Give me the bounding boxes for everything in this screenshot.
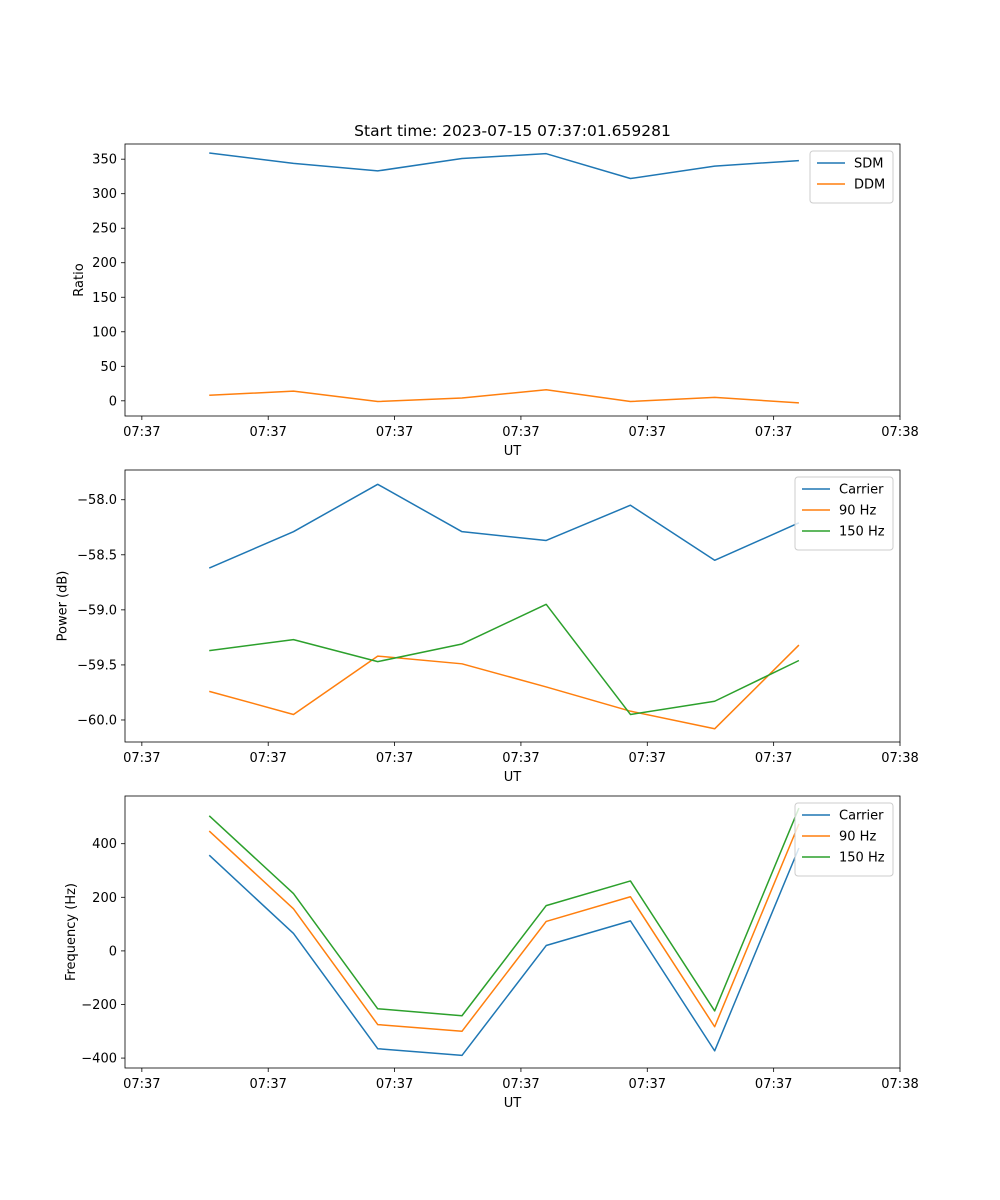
chart1-ylabel: Ratio [72, 263, 87, 296]
chart3-xtick-label: 07:38 [881, 1077, 918, 1092]
chart3-ytick-label: 200 [92, 891, 117, 906]
chart1-ytick-label: 350 [92, 153, 117, 168]
chart2-ytick-label: −58.0 [77, 493, 117, 508]
chart1-ytick-label: 100 [92, 325, 117, 340]
chart1-legend-label: DDM [854, 178, 885, 193]
chart1-ytick-label: 50 [100, 360, 117, 375]
chart2-xtick-label: 07:37 [376, 751, 413, 766]
chart1-series-ddm [209, 389, 799, 404]
chart1-xlabel: UT [504, 444, 522, 459]
chart2-series-carrier [208, 483, 800, 569]
chart1-xtick-label: 07:37 [376, 425, 413, 440]
chart2-xtick-label: 07:37 [629, 751, 666, 766]
chart3-ytick-label: 0 [109, 944, 117, 959]
chart2-axes-frame [124, 469, 901, 743]
chart1-series-sdm [209, 152, 799, 180]
chart2-ylabel: Power (dB) [56, 571, 71, 642]
chart2-panel: 07:37 07:37 07:37 07:37 07:37 07:37 07:38 −60.0… [56, 469, 919, 785]
chart2-legend-label: 90 Hz [839, 504, 876, 519]
chart3-series-150-hz [208, 807, 800, 1017]
chart1-panel: 07:37 07:37 07:37 07:37 07:37 07:37 07:38 0 50 10… [72, 143, 919, 459]
chart2-ytick-label: −60.0 [77, 713, 117, 728]
chart3-ylabel: Frequency (Hz) [64, 883, 79, 981]
chart1-xtick-label: 07:38 [881, 425, 918, 440]
chart1-ytick-label: 200 [92, 256, 117, 271]
chart2-xtick-label: 07:37 [249, 751, 286, 766]
chart3-ytick-label: 400 [92, 837, 117, 852]
chart2-xtick-label: 07:37 [502, 751, 539, 766]
chart2-legend-label: 150 Hz [839, 525, 885, 540]
chart2-legend-label: Carrier [839, 483, 884, 498]
chart2-ytick-label: −58.5 [77, 548, 117, 563]
chart3-xtick-label: 07:37 [629, 1077, 666, 1092]
chart1-legend: SDM DDM [809, 150, 894, 204]
chart1-ytick-label: 0 [109, 394, 117, 409]
chart3-panel: 07:37 07:37 07:37 07:37 07:37 07:37 07:38 −400 −… [64, 795, 919, 1111]
chart2-xtick-label: 07:37 [755, 751, 792, 766]
chart3-legend: Carrier 90 Hz 150 Hz [794, 802, 894, 877]
chart1-xtick-label: 07:37 [123, 425, 160, 440]
chart2-legend: Carrier 90 Hz 150 Hz [794, 476, 894, 551]
chart3-ytick-label: −200 [81, 998, 117, 1013]
chart3-legend-label: Carrier [839, 809, 884, 824]
chart3-xtick-label: 07:37 [123, 1077, 160, 1092]
chart2-ytick-label: −59.0 [77, 603, 117, 618]
chart3-legend-label: 150 Hz [839, 851, 885, 866]
chart1-legend-box [809, 150, 894, 204]
figure-title: Start time: 2023-07-15 07:37:01.659281 [354, 122, 671, 140]
chart1-xtick-label: 07:37 [502, 425, 539, 440]
chart1-xtick-label: 07:37 [755, 425, 792, 440]
chart2-xtick-label: 07:37 [123, 751, 160, 766]
chart1-ytick-label: 150 [92, 291, 117, 306]
chart2-series-150-hz [209, 603, 800, 716]
chart3-axes-frame [124, 795, 901, 1069]
chart1-legend-label: SDM [854, 157, 883, 172]
chart2-ytick-label: −59.5 [77, 658, 117, 673]
chart3-xtick-label: 07:37 [502, 1077, 539, 1092]
chart3-series-90-hz [208, 823, 800, 1033]
chart2-series-90-hz [209, 644, 800, 730]
chart3-xtick-label: 07:37 [376, 1077, 413, 1092]
chart3-xtick-label: 07:37 [249, 1077, 286, 1092]
chart1-ytick-label: 250 [92, 222, 117, 237]
chart1-xtick-label: 07:37 [629, 425, 666, 440]
chart3-xlabel: UT [504, 1096, 522, 1111]
chart3-ytick-label: −400 [81, 1052, 117, 1067]
chart3-xtick-label: 07:37 [755, 1077, 792, 1092]
chart2-xtick-label: 07:38 [881, 751, 918, 766]
chart1-axes-frame [124, 143, 901, 417]
chart2-xlabel: UT [504, 770, 522, 785]
chart3-legend-label: 90 Hz [839, 830, 876, 845]
chart1-xtick-label: 07:37 [249, 425, 286, 440]
chart3-series-carrier [208, 847, 800, 1057]
chart1-ytick-label: 300 [92, 187, 117, 202]
